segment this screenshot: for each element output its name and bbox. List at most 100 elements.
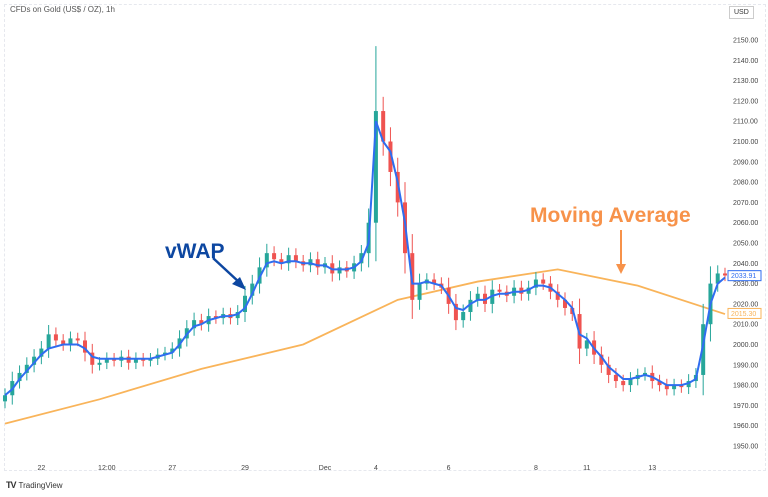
x-tick-label: 29 [241,465,249,472]
candle-body [606,364,611,375]
candle-body [250,283,255,296]
candle-body [46,334,51,349]
candle-body [475,293,480,300]
currency-button[interactable]: USD [729,6,754,19]
candle-body [563,299,567,308]
candle-body [272,253,277,260]
x-tick-label: 6 [447,465,451,472]
candle-body [39,348,44,357]
y-tick-label: 2060.00 [733,220,758,227]
price-label: 2033.91 [731,273,756,280]
candle-body [90,352,95,365]
y-tick-label: 1970.00 [733,403,758,410]
x-tick-label: 11 [583,465,590,472]
candle-body [715,273,720,284]
candle-body [417,283,422,300]
candle-body [359,253,364,264]
chart-frame [4,4,766,471]
y-tick-label: 2110.00 [733,119,758,126]
candle-body [112,358,117,361]
chart-title: CFDs on Gold (US$ / OZ), 1h [10,5,115,14]
candle-body [83,340,87,353]
candle-body [497,289,502,292]
y-tick-label: 2100.00 [733,139,758,146]
y-tick-label: 1960.00 [733,423,758,430]
candle-body [584,340,589,349]
candle-body [315,259,320,268]
candle-body [628,379,633,386]
candle-body [286,255,291,264]
vwap-arrow [212,257,241,284]
candle-body [192,320,197,329]
vwap-arrow-head [232,277,246,290]
candle-body [672,385,677,390]
y-tick-label: 2080.00 [733,180,758,187]
candle-body [17,372,22,382]
candle-body [701,324,706,375]
candle-body [723,273,727,276]
price-label-box [727,307,762,319]
tradingview-icon: TV [6,480,16,490]
x-tick-label: 12:00 [98,465,116,472]
candle-body [97,362,102,365]
y-tick-label: 2000.00 [733,342,758,349]
candle-body [599,354,604,365]
candle-body [613,374,618,382]
candle-body [133,358,138,363]
candle-body [388,141,393,172]
y-tick-label: 2020.00 [733,301,758,308]
price-label-box [727,270,762,282]
candle-body [75,338,80,341]
candle-body [679,385,684,388]
candle-body [279,259,284,264]
candle-body [199,320,204,325]
brand-label: TradingView [18,480,63,490]
candle-body [664,385,669,390]
moving-average-line [4,268,726,425]
candle-body [126,356,131,363]
y-tick-label: 2150.00 [733,38,758,45]
candle-body [461,312,466,321]
moving-average-annotation: Moving Average [530,204,691,227]
candle-body [170,348,175,353]
candle-body [468,299,473,313]
y-tick-label: 1950.00 [733,444,758,451]
candle-body [432,279,437,284]
vwap-line [4,120,726,397]
candle-body [337,267,342,274]
y-tick-label: 1990.00 [733,362,758,369]
vwap-annotation: vWAP [165,240,225,263]
candle-body [533,279,538,288]
y-tick-label: 2040.00 [733,261,758,268]
y-tick-label: 2140.00 [733,58,758,65]
candle-body [308,259,313,266]
y-tick-label: 2050.00 [733,241,758,248]
candle-body [381,111,386,142]
candle-body [141,358,146,361]
candle-body [61,340,66,345]
tradingview-logo: TV TradingView [6,480,63,490]
candle-body [657,381,662,386]
x-tick-label: 22 [37,465,45,472]
y-tick-label: 2130.00 [733,78,758,85]
candle-body [541,279,546,284]
candle-body [555,291,560,300]
candle-body [3,395,7,402]
y-tick-label: 2090.00 [733,159,758,166]
candle-body [621,381,626,386]
candle-body [104,358,109,363]
ma-arrow-head [616,264,626,274]
x-tick-label: Dec [319,465,332,472]
y-tick-label: 2070.00 [733,200,758,207]
candle-body [373,111,378,223]
candle-body [148,358,153,361]
y-tick-label: 2120.00 [733,98,758,105]
candle-body [68,338,73,345]
y-tick-label: 2010.00 [733,322,758,329]
candle-body [453,303,458,321]
candle-body [24,364,29,373]
x-tick-label: 13 [648,465,656,472]
y-tick-label: 2030.00 [733,281,758,288]
